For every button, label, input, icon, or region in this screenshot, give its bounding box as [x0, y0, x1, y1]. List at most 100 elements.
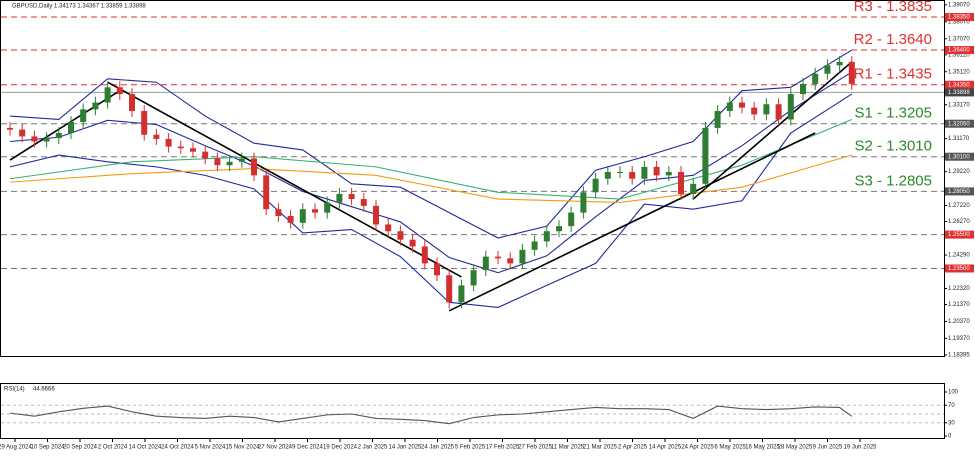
y-tick-label: 1.31170 — [948, 136, 970, 142]
candle-body — [592, 178, 599, 193]
trend-line — [692, 61, 853, 200]
x-tick-label: 14 Jan 2025 — [388, 445, 422, 451]
x-tick-label: 2 Oct 2024 — [98, 445, 128, 451]
x-tick-label: 24 Oct 2024 — [161, 445, 194, 451]
candle-body — [507, 258, 514, 264]
rsi-tick-label: 0 — [948, 434, 952, 440]
candle-body — [800, 83, 806, 95]
level-axis-label: 1.38350 — [948, 15, 970, 21]
current-price-label: 1.33898 — [948, 90, 970, 96]
candle-body — [336, 193, 343, 203]
level-label: R1 - 1.3435 — [854, 66, 932, 83]
candle-body — [373, 205, 379, 225]
trend-line — [107, 81, 462, 278]
y-tick-label: 1.22320 — [948, 286, 970, 292]
x-tick-label: 10 Sep 2024 — [30, 445, 65, 451]
x-tick-label: 2 Jan 2025 — [358, 445, 388, 451]
x-tick-label: 28 May 2025 — [778, 445, 813, 451]
x-tick-label: 15 Nov 2024 — [225, 445, 260, 451]
x-tick-label: 20 Sep 2024 — [63, 445, 98, 451]
candle-body — [824, 65, 831, 74]
candle-body — [251, 158, 257, 176]
indicator-line — [9, 118, 853, 200]
y-tick-label: 1.39070 — [948, 2, 970, 8]
x-tick-label: 14 Oct 2024 — [129, 445, 162, 451]
candle-body — [665, 171, 672, 176]
rsi-tick-label: 100 — [948, 390, 959, 396]
candle-body — [190, 148, 196, 152]
main-pane — [0, 0, 945, 357]
level-label: S3 - 1.2805 — [854, 172, 932, 189]
x-tick-label: 19 Jun 2025 — [843, 445, 877, 451]
candle-body — [129, 94, 135, 112]
level-axis-label: 1.34350 — [948, 82, 970, 88]
y-tick-label: 1.29220 — [948, 169, 970, 175]
y-tick-label: 1.24290 — [948, 253, 970, 259]
y-tick-label: 1.18395 — [948, 352, 970, 358]
level-box — [945, 80, 974, 89]
candle-body — [80, 109, 87, 123]
x-tick-label: 17 Feb 2025 — [486, 445, 520, 451]
candle-body — [141, 111, 148, 135]
rsi-value: 44.6666 — [33, 387, 55, 393]
y-tick-label: 1.37070 — [948, 36, 970, 42]
price-box — [945, 88, 974, 97]
y-tick-label: 1.21370 — [948, 302, 970, 308]
candle-body — [714, 111, 721, 128]
candle-body — [116, 87, 123, 95]
candle-body — [446, 275, 453, 303]
level-axis-label: 1.23500 — [948, 266, 970, 272]
candle-body — [482, 256, 489, 271]
candle-body — [202, 151, 209, 159]
trend-line — [9, 90, 121, 161]
level-box — [945, 230, 974, 239]
level-box — [945, 264, 974, 273]
level-label: R3 - 1.3835 — [854, 0, 932, 15]
candle-body — [495, 256, 501, 259]
candle-body — [397, 231, 404, 240]
candle-body — [421, 246, 428, 264]
candle-body — [629, 171, 636, 179]
y-tick-label: 1.35120 — [948, 69, 970, 75]
y-tick-label: 1.36120 — [948, 52, 970, 58]
candle-body — [702, 127, 709, 184]
indicator-line — [9, 154, 852, 203]
level-box — [945, 13, 974, 22]
x-tick-label: 11 Mar 2025 — [551, 445, 585, 451]
level-label: S1 - 1.3205 — [854, 105, 932, 122]
rsi-pane — [0, 383, 945, 439]
x-tick-label: 19 Dec 2024 — [323, 445, 358, 451]
level-box — [945, 119, 974, 128]
x-tick-label: 27 Nov 2024 — [258, 445, 293, 451]
candle-body — [55, 133, 62, 139]
candle-body — [324, 202, 331, 213]
x-tick-label: 5 Nov 2024 — [195, 445, 226, 451]
candle-body — [543, 231, 550, 242]
rsi-title: RSI(14) — [4, 387, 25, 393]
candle-body — [531, 241, 538, 250]
candle-body — [653, 166, 660, 176]
level-box — [945, 46, 974, 55]
candle-body — [690, 183, 697, 194]
candle-body — [775, 104, 782, 120]
candle-body — [360, 199, 367, 206]
candle-body — [787, 94, 794, 120]
candle-body — [641, 166, 648, 179]
y-tick-label: 1.38070 — [948, 19, 970, 25]
level-axis-label: 1.28050 — [948, 189, 970, 195]
candle-body — [299, 209, 306, 223]
candle-body — [165, 138, 172, 147]
candle-body — [385, 224, 392, 232]
level-axis-label: 1.30100 — [948, 154, 970, 160]
chart-title: GBPUSD,Daily 1.34173 1.34367 1.33859 1.3… — [12, 4, 146, 10]
indicator-line — [9, 93, 853, 308]
x-tick-label: 9 Dec 2024 — [292, 445, 323, 451]
x-tick-label: 9 Jun 2025 — [813, 445, 843, 451]
x-tick-label: 2 Apr 2025 — [618, 445, 648, 451]
candle-body — [678, 171, 684, 194]
level-axis-label: 1.32050 — [948, 121, 970, 127]
candle-body — [238, 158, 245, 162]
level-box — [945, 152, 974, 161]
x-tick-label: 29 Aug 2024 — [0, 445, 33, 451]
candle-body — [104, 87, 111, 103]
